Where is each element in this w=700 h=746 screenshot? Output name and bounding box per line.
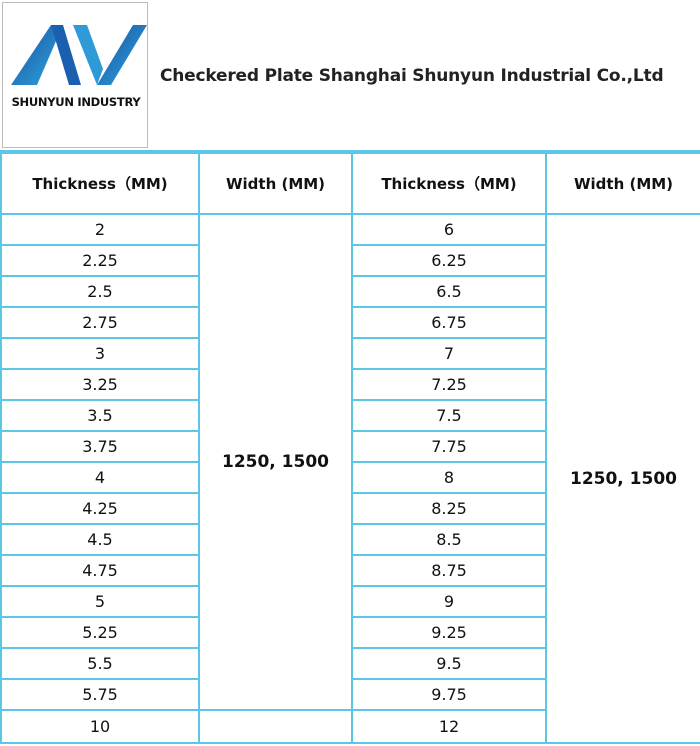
thickness-cell: 2 [0,213,200,246]
header-row: Thickness（MM) Width (MM) Thickness（MM) Widt… [0,152,700,215]
thickness-cell: 2.5 [0,275,200,308]
logo-mark [11,25,147,85]
width-cell: 1250, 1500 [545,213,700,744]
data-row: 5.75 9.75 [0,678,700,711]
thickness-cell: 6.75 [351,306,547,339]
thickness-cell: 7.25 [351,368,547,401]
thickness-cell: 7 [351,337,547,370]
thickness-cell: 12 [351,709,547,744]
thickness-cell: 5.5 [0,647,200,680]
thickness-cell: 3.5 [0,399,200,432]
data-row: 5.5 9.5 [0,647,700,680]
thickness-cell: 7.5 [351,399,547,432]
thickness-cell: 8.25 [351,492,547,525]
thickness-cell: 7.75 [351,430,547,463]
thickness-cell: 5.25 [0,616,200,649]
data-row: 4.5 8.5 [0,523,700,556]
thickness-cell: 6 [351,213,547,246]
thickness-cell: 9.5 [351,647,547,680]
thickness-cell: 4.75 [0,554,200,587]
data-row: 5.25 9.25 [0,616,700,649]
thickness-cell: 8.5 [351,523,547,556]
thickness-cell: 3.25 [0,368,200,401]
thickness-cell: 4 [0,461,200,494]
data-row: 2 1250, 1500 6 1250, 1500 [0,213,700,744]
thickness-cell: 9.75 [351,678,547,711]
header-cell: Width (MM) [545,152,700,215]
thickness-cell: 5.75 [0,678,200,711]
logo: SHUNYUN INDUSTRY [2,2,148,148]
spec-table: Thickness（MM) Width (MM) Thickness（MM) Widt… [0,152,700,744]
thickness-cell: 6.5 [351,275,547,308]
header-cell: Thickness（MM) [351,152,547,215]
empty-cell [198,709,353,744]
thickness-cell: 3.75 [0,430,200,463]
data-row: 3.25 7.25 [0,368,700,401]
thickness-cell: 8.75 [351,554,547,587]
header-cell: Thickness（MM) [0,152,200,215]
thickness-cell: 4.5 [0,523,200,556]
data-row: 3.5 7.5 [0,399,700,432]
header: SHUNYUN INDUSTRY Checkered Plate Shangha… [0,0,700,152]
thickness-cell: 2.25 [0,244,200,277]
header-cell: Width (MM) [198,152,353,215]
title: Checkered Plate Shanghai Shunyun Industr… [160,66,664,86]
last-row: 10 12 [0,709,700,744]
thickness-cell: 2.75 [0,306,200,339]
thickness-cell: 4.25 [0,492,200,525]
data-row: 2.75 6.75 [0,306,700,339]
thickness-cell: 3 [0,337,200,370]
data-row: 4.25 8.25 [0,492,700,525]
data-row: 2.5 6.5 [0,275,700,308]
thickness-cell: 9.25 [351,616,547,649]
thickness-cell: 9 [351,585,547,618]
data-row: 3.75 7.75 [0,430,700,463]
data-row: 2.25 6.25 [0,244,700,277]
thickness-cell: 8 [351,461,547,494]
thickness-cell: 10 [0,709,200,744]
data-row: 4.75 8.75 [0,554,700,587]
logo-text: SHUNYUN INDUSTRY [11,95,141,109]
width-cell: 1250, 1500 [198,213,353,711]
thickness-cell: 5 [0,585,200,618]
thickness-cell: 6.25 [351,244,547,277]
